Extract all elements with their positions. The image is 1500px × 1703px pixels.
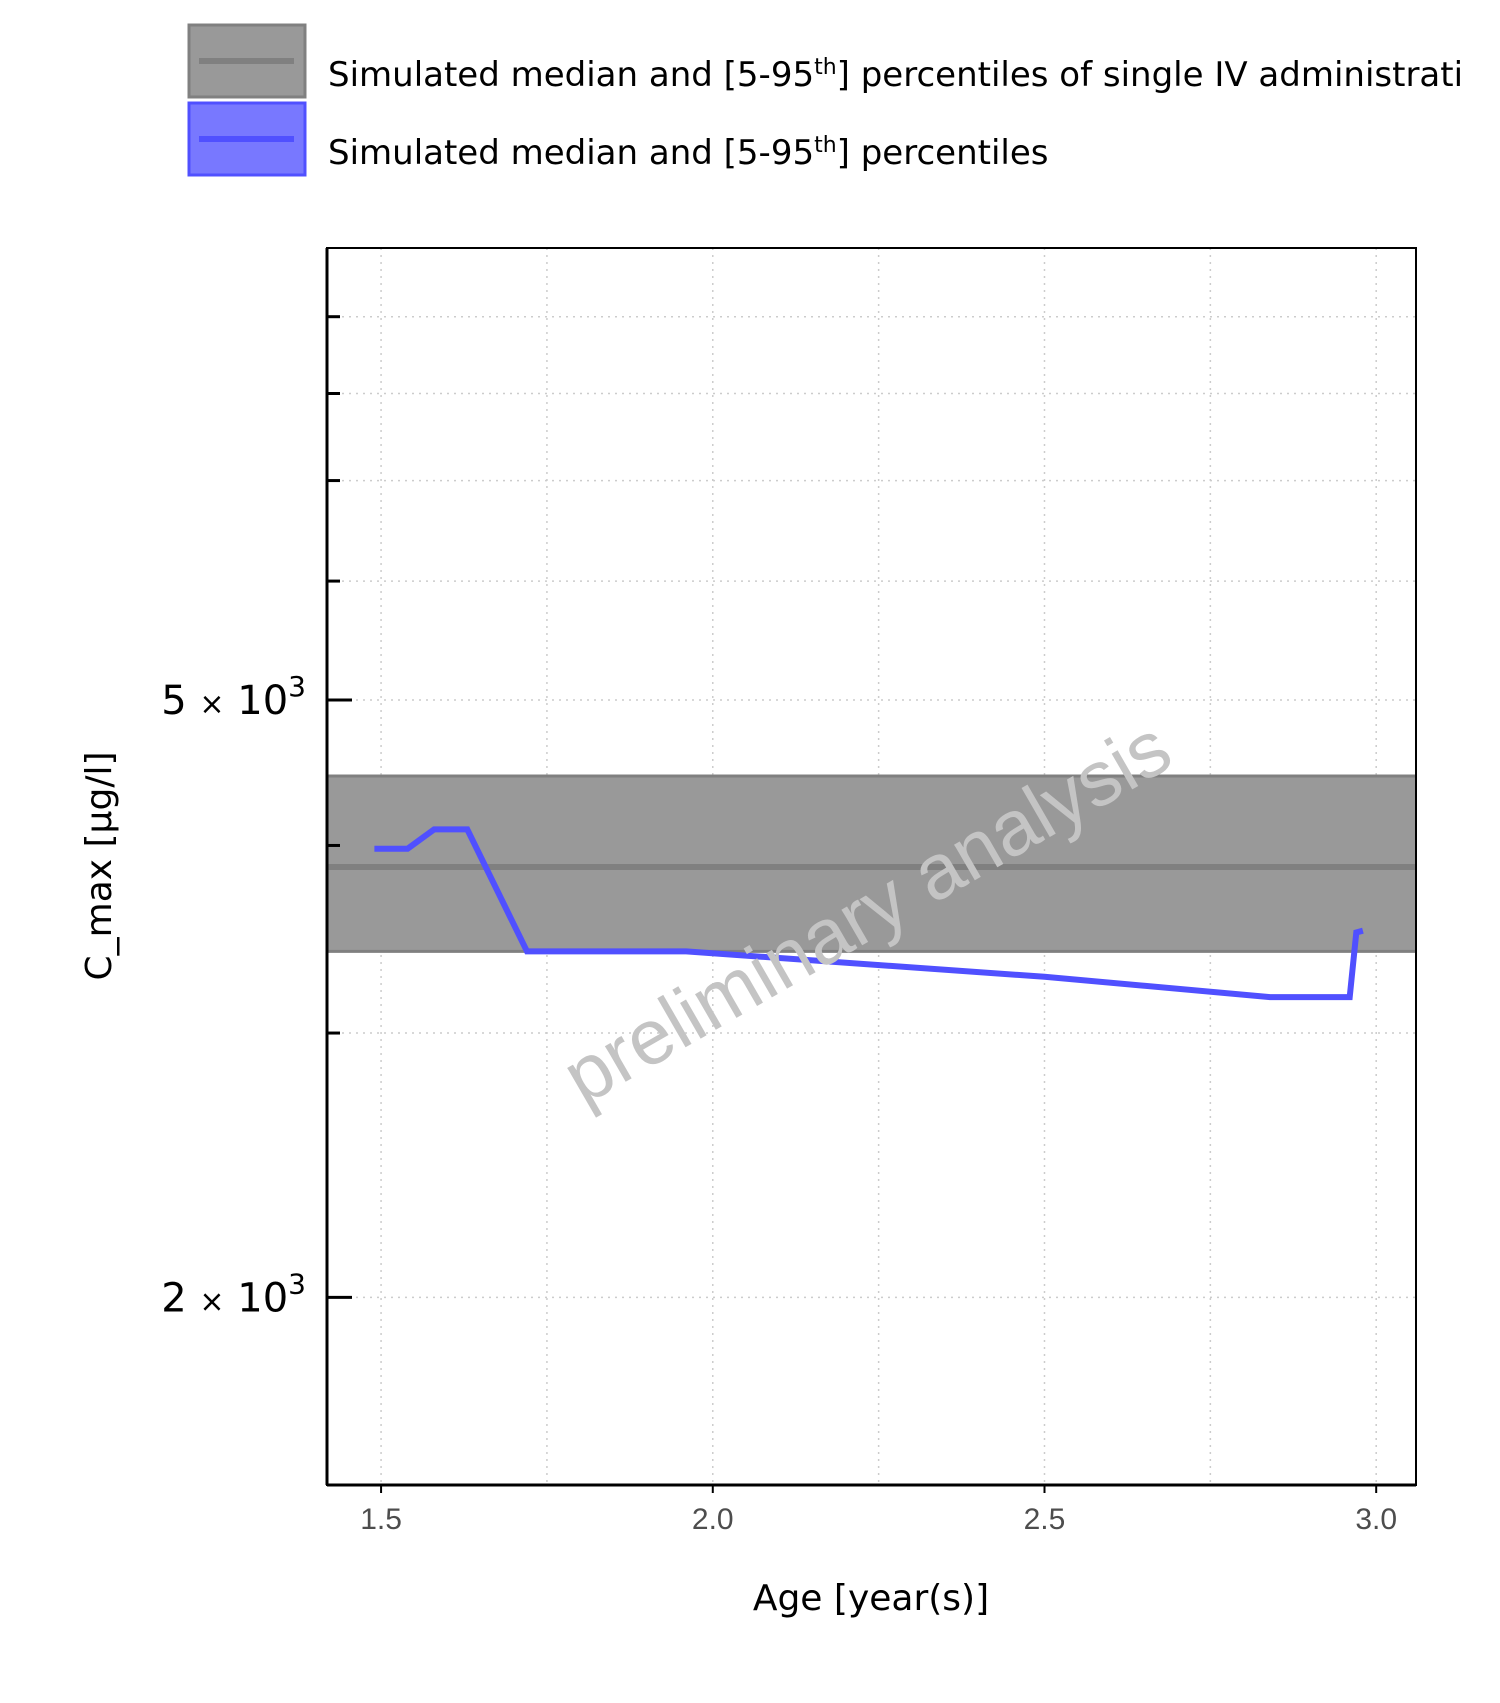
legend: Simulated median and [5-95th] percentile…: [187, 23, 1463, 177]
x-tick-label: 2.5: [1024, 1503, 1066, 1536]
plot-panel: preliminary analysis 1.5 2.0 2.5 3.0 2 × 10…: [161, 247, 1417, 1536]
x-axis-title: Age [year(s)]: [753, 1578, 989, 1619]
series-layer: [374, 826, 1364, 1001]
y-tick-label: 2 × 103: [161, 1267, 306, 1321]
x-tick-label: 1.5: [360, 1503, 402, 1536]
legend-label-single-iv: Simulated median and [5-95th] percentile…: [328, 55, 1463, 95]
x-axis-ticks: 1.5 2.0 2.5 3.0: [360, 1485, 1397, 1536]
band-layer: [328, 774, 1416, 953]
y-axis-title: C_max [µg/l]: [79, 752, 120, 981]
legend-label-percentiles: Simulated median and [5-95th] percentile…: [328, 133, 1048, 173]
y-tick-label: 5 × 103: [161, 670, 306, 724]
x-tick-label: 2.0: [692, 1503, 734, 1536]
series-line-0: [374, 826, 1364, 1001]
x-tick-label: 3.0: [1355, 1503, 1397, 1536]
y-axis-ticks: 2 × 103 5 × 103: [161, 315, 352, 1321]
band-area: [328, 775, 1416, 952]
grid: [328, 248, 1416, 1485]
